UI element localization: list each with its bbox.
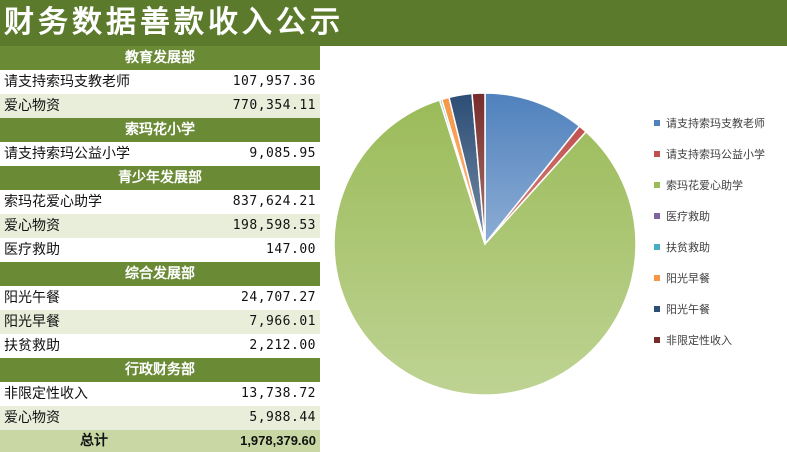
row-value: 107,957.36 — [232, 74, 316, 89]
row-value: 837,624.21 — [232, 194, 316, 209]
pie-slices — [333, 92, 637, 396]
chart-area: 请支持索玛支教老师 请支持索玛公益小学 索玛花爱心助学 医疗救助扶贫救助阳光早餐阳光午… — [320, 46, 787, 452]
total-label: 总计 — [80, 433, 108, 449]
table-row: 爱心物资 198,598.53 — [0, 214, 320, 238]
section-header: 青少年发展部 — [0, 166, 320, 190]
table-row: 爱心物资 770,354.11 — [0, 94, 320, 118]
legend-label: 索玛花爱心助学 — [666, 178, 743, 192]
table-row: 请支持索玛支教老师 107,957.36 — [0, 70, 320, 94]
section-header: 行政财务部 — [0, 358, 320, 382]
legend-label: 请支持索玛支教老师 — [666, 116, 765, 130]
row-label: 爱心物资 — [4, 98, 60, 114]
row-label: 非限定性收入 — [4, 386, 88, 402]
row-label: 爱心物资 — [4, 410, 60, 426]
row-label: 请支持索玛公益小学 — [4, 146, 130, 162]
row-label: 索玛花爱心助学 — [4, 194, 102, 210]
row-value: 147.00 — [266, 242, 316, 257]
legend-label: 非限定性收入 — [666, 333, 732, 347]
section-header: 综合发展部 — [0, 262, 320, 286]
table-row: 请支持索玛公益小学 9,085.95 — [0, 142, 320, 166]
legend-swatch — [654, 275, 660, 281]
pie-slice — [471, 92, 486, 245]
table-row: 阳光午餐 24,707.27 — [0, 286, 320, 310]
row-label: 扶贫救助 — [4, 338, 60, 354]
row-value: 7,966.01 — [249, 314, 316, 329]
row-label: 爱心物资 — [4, 218, 60, 234]
row-label: 请支持索玛支教老师 — [4, 74, 130, 90]
table-row: 索玛花爱心助学 837,624.21 — [0, 190, 320, 214]
legend-swatch — [654, 337, 660, 343]
legend-label: 医疗救助 — [666, 209, 710, 223]
section-header: 教育发展部 — [0, 46, 320, 70]
total-row: 总计 1,978,379.60 — [0, 430, 320, 452]
row-value: 9,085.95 — [249, 146, 316, 161]
legend-swatch — [654, 306, 660, 312]
row-label: 阳光午餐 — [4, 290, 60, 306]
income-table: 教育发展部请支持索玛支教老师 107,957.36 爱心物资 770,354.11 索玛… — [0, 46, 320, 452]
legend-swatch — [654, 120, 660, 126]
legend-swatch — [654, 182, 660, 188]
total-value: 1,978,379.60 — [240, 433, 316, 448]
row-value: 13,738.72 — [241, 386, 316, 401]
row-label: 医疗救助 — [4, 242, 60, 258]
title-bar: 财务数据善款收入公示 — [0, 0, 787, 46]
row-value: 24,707.27 — [241, 290, 316, 305]
row-value: 770,354.11 — [232, 98, 316, 113]
legend-swatch — [654, 244, 660, 250]
row-value: 198,598.53 — [232, 218, 316, 233]
legend-label: 阳光午餐 — [666, 302, 710, 316]
table-row: 医疗救助 147.00 — [0, 238, 320, 262]
legend-swatch — [654, 151, 660, 157]
pie-slice — [484, 92, 581, 247]
page-title: 财务数据善款收入公示 — [4, 5, 344, 40]
legend-label: 请支持索玛公益小学 — [666, 147, 765, 161]
table-row: 爱心物资 5,988.44 — [0, 406, 320, 430]
chart-legend: 请支持索玛支教老师请支持索玛公益小学索玛花爱心助学医疗救助扶贫救助阳光早餐阳光午… — [654, 116, 765, 347]
legend-label: 扶贫救助 — [666, 240, 710, 254]
row-value: 2,212.00 — [249, 338, 316, 353]
table-row: 扶贫救助 2,212.00 — [0, 334, 320, 358]
legend-swatch — [654, 213, 660, 219]
pie-chart: 请支持索玛支教老师请支持索玛公益小学索玛花爱心助学医疗救助扶贫救助阳光早餐阳光午… — [333, 92, 765, 396]
table-row: 阳光早餐 7,966.01 — [0, 310, 320, 334]
section-header: 索玛花小学 — [0, 118, 320, 142]
table-row: 非限定性收入 13,738.72 — [0, 382, 320, 406]
legend-label: 阳光早餐 — [666, 271, 710, 285]
pie-slice — [333, 99, 637, 396]
row-value: 5,988.44 — [249, 410, 316, 425]
row-label: 阳光早餐 — [4, 314, 60, 330]
